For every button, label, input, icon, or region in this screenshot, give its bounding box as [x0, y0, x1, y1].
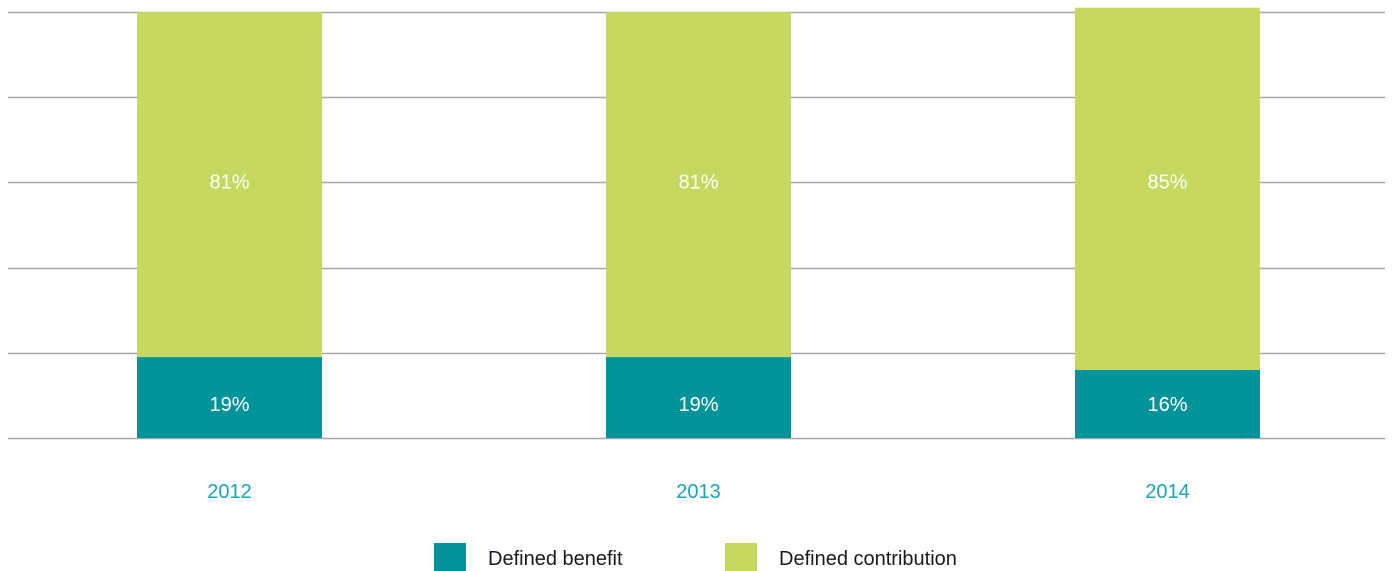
- segment-value-label: 19%: [209, 394, 249, 416]
- bar-segment-defined-contribution-2013: [606, 12, 791, 358]
- segment-labels: 19% 81% 19% 81% 16% 85%: [209, 171, 1187, 416]
- segment-value-label: 85%: [1147, 171, 1187, 193]
- segment-value-label: 19%: [678, 394, 718, 416]
- legend-item-defined-contribution: Defined contribution: [725, 543, 957, 571]
- bar-segment-defined-contribution-2012: [137, 12, 322, 358]
- segment-value-label: 81%: [209, 171, 249, 193]
- bar-segment-defined-contribution-2014: [1075, 7, 1260, 370]
- legend-item-defined-benefit: Defined benefit: [434, 543, 623, 571]
- segment-value-label: 16%: [1147, 394, 1187, 416]
- legend-label: Defined benefit: [488, 548, 623, 570]
- category-label-2013: 2013: [676, 481, 721, 503]
- legend-swatch: [725, 543, 757, 571]
- bar-stacks: [137, 7, 1260, 438]
- category-label-2014: 2014: [1145, 481, 1190, 503]
- category-label-2012: 2012: [207, 481, 252, 503]
- legend-swatch: [434, 543, 466, 571]
- legend-label: Defined contribution: [779, 548, 957, 570]
- category-axis-labels: 2012 2013 2014: [207, 481, 1190, 503]
- bar-segment-defined-benefit-2014: [1075, 369, 1260, 438]
- bar-segment-defined-benefit-2012: [137, 357, 322, 438]
- segment-value-label: 81%: [678, 171, 718, 193]
- legend: Defined benefit Defined contribution: [434, 543, 957, 571]
- bar-segment-defined-benefit-2013: [606, 357, 791, 438]
